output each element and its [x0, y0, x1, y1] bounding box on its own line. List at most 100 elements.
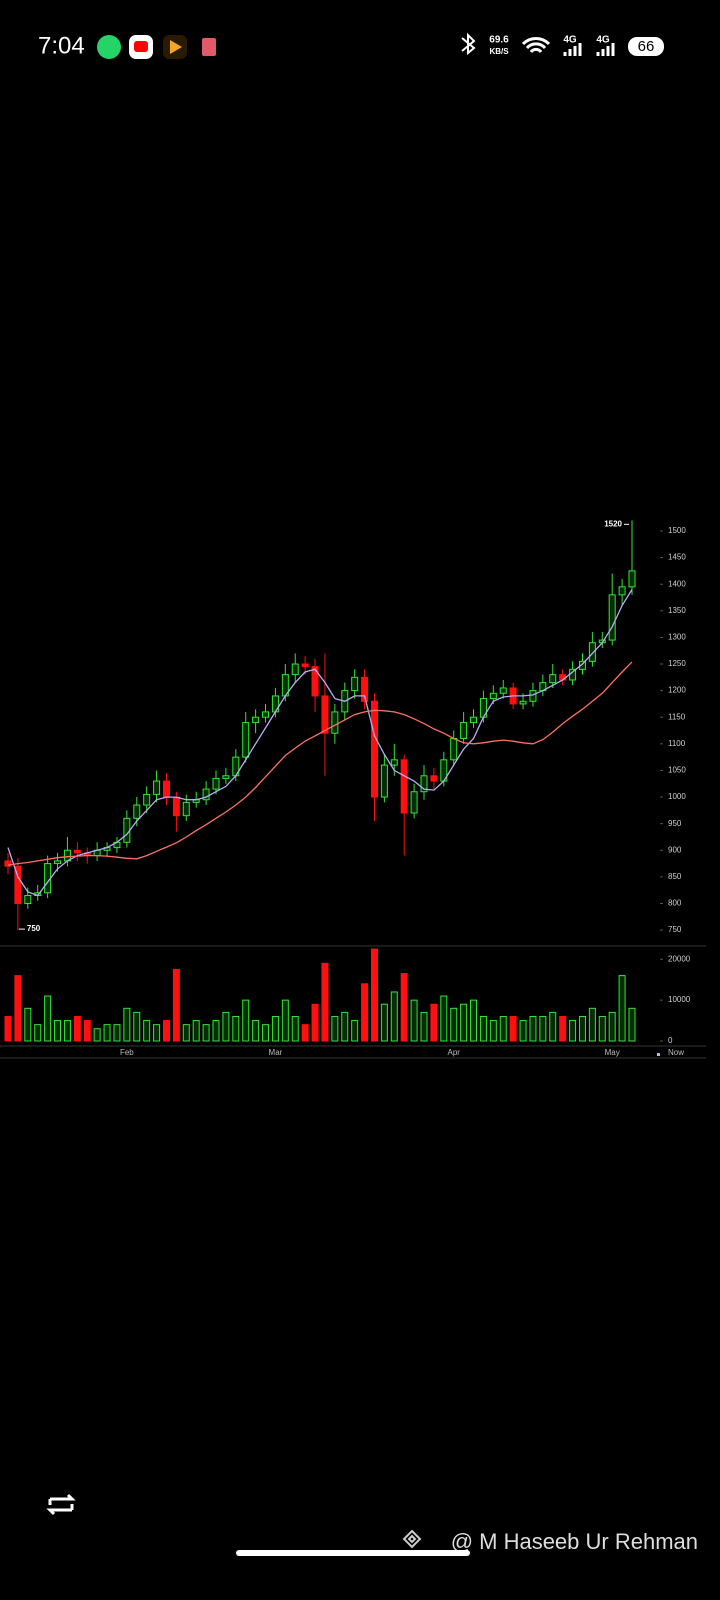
candle-body [430, 775, 438, 782]
candle-body [499, 687, 507, 694]
candle-body [410, 791, 418, 814]
candle-body [133, 804, 141, 819]
volume-bar [578, 1015, 586, 1042]
volume-bar [311, 1003, 319, 1042]
candle-body [291, 663, 299, 676]
volume-bar [44, 995, 52, 1042]
candle-body [559, 674, 567, 681]
candle-body [222, 775, 230, 779]
wifi-icon [521, 37, 551, 54]
y-tick-label: 1150 [668, 712, 686, 721]
y-tick-label: 1200 [668, 686, 686, 695]
candle-body [54, 860, 62, 865]
signal-1 [563, 43, 582, 56]
volume-bar [460, 1003, 468, 1042]
volume-bar [93, 1028, 101, 1042]
sim-icon [202, 38, 216, 56]
moving-average [7, 589, 633, 897]
volume-bar [143, 1020, 151, 1042]
bluetooth-icon [461, 32, 476, 56]
candle-body [212, 777, 220, 790]
volume-bar [83, 1020, 91, 1042]
volume-bar [588, 1007, 596, 1042]
volume-bar [519, 1020, 527, 1042]
volume-bar [281, 999, 289, 1042]
candle-body [608, 594, 616, 641]
y-tick-label: 1500 [668, 526, 686, 535]
volume-bar [539, 1015, 547, 1042]
volume-tick-label: 10000 [668, 995, 691, 1004]
candle-body [4, 860, 12, 867]
candle-body [370, 700, 378, 798]
candle-body [331, 711, 339, 734]
watermark-logo [402, 1529, 422, 1549]
clock: 7:04 [38, 32, 85, 59]
volume-bar [212, 1020, 220, 1042]
candle-body [380, 764, 388, 798]
candle-body [549, 674, 557, 684]
net-type-1: 4G [563, 35, 577, 46]
candle-body [529, 690, 537, 702]
player-mark [170, 40, 182, 54]
moving-average [7, 661, 633, 866]
now-label: Now [668, 1048, 684, 1057]
home-indicator[interactable] [236, 1550, 470, 1556]
volume-bar [162, 1020, 170, 1042]
volume-bar [63, 1020, 71, 1042]
volume-bar [54, 1020, 62, 1042]
candle-body [470, 716, 478, 724]
repost-icon[interactable] [46, 1493, 76, 1516]
volume-bar [232, 1015, 240, 1042]
y-tick-label: 1050 [668, 766, 686, 775]
y-tick-label: 1350 [668, 606, 686, 615]
candle-body [252, 716, 260, 724]
volume-bar [262, 1024, 270, 1042]
volume-bar [331, 1015, 339, 1042]
candle-body [182, 801, 190, 817]
volume-bar [34, 1024, 42, 1042]
y-tick-label: 900 [668, 845, 682, 854]
net-type-2: 4G [596, 35, 610, 46]
x-tick-label: Feb [120, 1048, 134, 1057]
volume-bar [24, 1007, 32, 1042]
candle-body [24, 895, 32, 904]
candle-body [301, 663, 309, 668]
volume-bar [351, 1020, 359, 1042]
net-speed-unit: KB/S [489, 47, 509, 56]
y-tick-label: 1450 [668, 553, 686, 562]
battery-level: 66 [638, 38, 655, 55]
volume-bar [559, 1015, 567, 1042]
y-tick-label: 1250 [668, 659, 686, 668]
plot: 750 800 850 900 950 1000 1050 1100 1150 1200 1250 1… [4, 519, 691, 1057]
now-marker [657, 1053, 660, 1056]
candle-body [143, 793, 151, 806]
volume-bar [222, 1011, 230, 1042]
volume-bar [529, 1015, 537, 1042]
volume-bar [202, 1024, 210, 1042]
y-tick-label: 950 [668, 819, 682, 828]
volume-bar [341, 1011, 349, 1042]
candle-body [450, 738, 458, 761]
watermark: @ M Haseeb Ur Rehman [451, 1529, 698, 1554]
min-price-label: 750 [27, 924, 41, 933]
volume-bar [14, 975, 22, 1042]
volume-bar [172, 968, 180, 1042]
x-tick-label: May [605, 1048, 620, 1057]
y-tick-label: 750 [668, 925, 682, 934]
volume-bar [569, 1020, 577, 1042]
volume-bar [4, 1015, 12, 1042]
candle-body [262, 711, 270, 718]
volume-bar [410, 999, 418, 1042]
y-tick-label: 1300 [668, 633, 686, 642]
x-tick-label: Apr [447, 1048, 460, 1057]
volume-bar [361, 983, 369, 1042]
y-tick-label: 1000 [668, 792, 686, 801]
candle-body [628, 570, 636, 588]
net-speed: 69.6 [489, 35, 509, 46]
volume-bar [390, 991, 398, 1042]
candle-body [321, 695, 329, 734]
volume-bar [440, 995, 448, 1042]
y-tick-label: 1400 [668, 579, 686, 588]
